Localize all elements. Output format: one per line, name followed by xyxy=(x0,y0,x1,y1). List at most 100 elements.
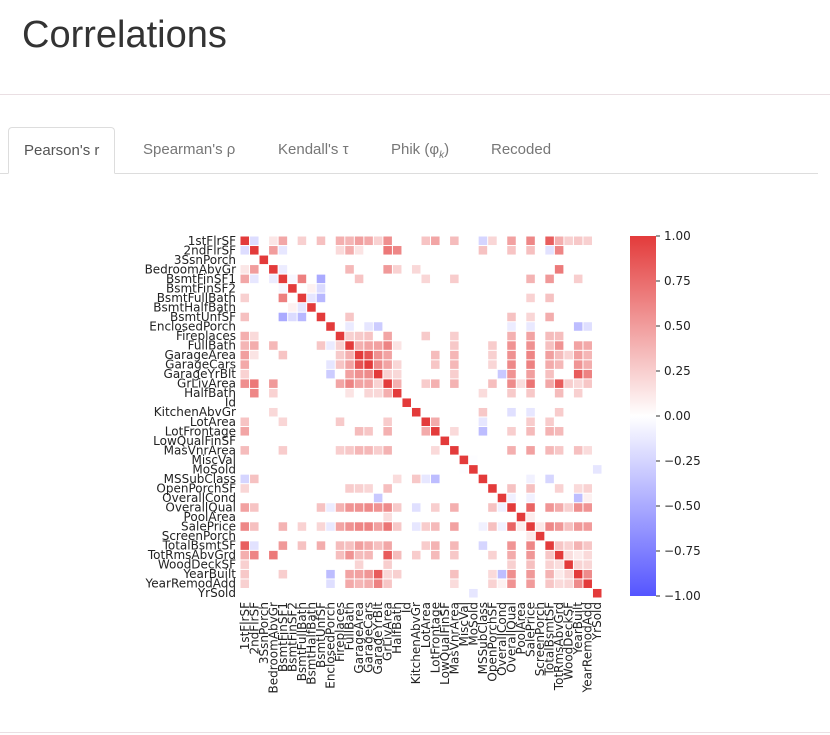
heatmap-cell xyxy=(583,360,592,369)
heatmap-cell xyxy=(411,512,421,522)
tab-pearson[interactable]: Pearson's r xyxy=(8,127,116,174)
heatmap-cell xyxy=(564,417,573,427)
heatmap-cell xyxy=(316,446,326,455)
heatmap-cell xyxy=(554,474,564,484)
heatmap-cell xyxy=(345,493,354,503)
tab-recoded[interactable]: Recoded xyxy=(476,127,566,173)
heatmap-cell xyxy=(459,379,469,388)
heatmap-cell xyxy=(316,579,326,588)
heatmap-cell xyxy=(335,541,345,550)
heatmap-cell xyxy=(545,369,554,379)
heatmap-cell xyxy=(459,274,469,284)
heatmap-cell xyxy=(488,560,497,569)
heatmap-cell xyxy=(326,417,335,427)
heatmap-cell xyxy=(240,541,250,550)
heatmap-cell xyxy=(516,569,526,579)
heatmap-cell xyxy=(373,388,383,398)
heatmap-cell xyxy=(573,369,583,379)
heatmap-cell xyxy=(259,331,269,341)
heatmap-cell xyxy=(383,436,392,446)
heatmap-cell xyxy=(392,427,402,436)
heatmap-cell xyxy=(469,246,478,255)
heatmap-cell xyxy=(345,331,354,341)
heatmap-cell xyxy=(488,379,497,388)
heatmap-cell xyxy=(507,588,516,598)
tab-phik[interactable]: Phik (φk) xyxy=(376,127,464,173)
heatmap-cell xyxy=(507,446,516,455)
heatmap-cell xyxy=(526,369,535,379)
heatmap-cell xyxy=(450,550,459,560)
heatmap-cell xyxy=(526,484,535,493)
heatmap-cell xyxy=(269,312,278,322)
heatmap-cell xyxy=(573,379,583,388)
heatmap-cell xyxy=(535,284,545,293)
heatmap-cell xyxy=(250,531,259,541)
heatmap-cell xyxy=(345,369,354,379)
heatmap-cell xyxy=(240,579,250,588)
heatmap-cell xyxy=(592,465,602,474)
y-tick-label: HalfBath xyxy=(184,386,236,400)
heatmap-cell xyxy=(516,560,526,569)
heatmap-cell xyxy=(354,474,364,484)
heatmap-cell xyxy=(535,427,545,436)
heatmap-cell xyxy=(421,293,431,303)
heatmap-cell xyxy=(373,417,383,427)
heatmap-cell xyxy=(459,531,469,541)
heatmap-cell xyxy=(516,474,526,484)
heatmap-cell xyxy=(469,322,478,331)
heatmap-cell xyxy=(402,522,411,531)
heatmap-cell xyxy=(288,379,297,388)
heatmap-cell xyxy=(440,265,450,274)
heatmap-cell xyxy=(450,341,459,350)
heatmap-cell xyxy=(259,484,269,493)
heatmap-cell xyxy=(240,427,250,436)
heatmap-cell xyxy=(307,303,316,312)
heatmap-cell xyxy=(592,388,602,398)
tab-kendall[interactable]: Kendall's τ xyxy=(263,127,364,173)
heatmap-cell xyxy=(573,360,583,369)
heatmap-cell xyxy=(497,236,507,246)
heatmap-cell xyxy=(240,474,250,484)
heatmap-cell xyxy=(573,236,583,246)
heatmap-cell xyxy=(326,398,335,407)
heatmap-cell xyxy=(250,455,259,465)
heatmap-cell xyxy=(326,550,335,560)
tab-spearman[interactable]: Spearman's ρ xyxy=(128,127,250,173)
heatmap-cell xyxy=(250,379,259,388)
heatmap-cell xyxy=(335,379,345,388)
heatmap-cell xyxy=(564,531,573,541)
heatmap-cell xyxy=(364,522,373,531)
heatmap-cell xyxy=(516,407,526,417)
heatmap-cell xyxy=(535,493,545,503)
heatmap-cell xyxy=(583,474,592,484)
heatmap-cell xyxy=(288,569,297,579)
heatmap-cell xyxy=(297,465,307,474)
heatmap-cell xyxy=(392,236,402,246)
heatmap-cell xyxy=(459,484,469,493)
heatmap-cell xyxy=(421,322,431,331)
heatmap-cell xyxy=(392,407,402,417)
heatmap-cell xyxy=(421,493,431,503)
heatmap-cell xyxy=(345,465,354,474)
heatmap-cell xyxy=(373,588,383,598)
heatmap-cell xyxy=(516,436,526,446)
heatmap-cell xyxy=(526,331,535,341)
heatmap-cell xyxy=(450,255,459,265)
heatmap-cell xyxy=(297,360,307,369)
heatmap-cell xyxy=(545,312,554,322)
heatmap-cell xyxy=(564,484,573,493)
heatmap-cell xyxy=(402,312,411,322)
heatmap-cell xyxy=(488,274,497,284)
heatmap-cell xyxy=(592,474,602,484)
heatmap-cell xyxy=(545,341,554,350)
heatmap-cell xyxy=(269,512,278,522)
x-tick-label: LotArea xyxy=(419,602,433,648)
heatmap-cell xyxy=(383,541,392,550)
heatmap-cell xyxy=(364,293,373,303)
heatmap-cell xyxy=(269,322,278,331)
heatmap-cell xyxy=(459,417,469,427)
heatmap-cell xyxy=(469,236,478,246)
heatmap-cell xyxy=(554,407,564,417)
heatmap-cell xyxy=(545,522,554,531)
heatmap-cell xyxy=(278,398,288,407)
